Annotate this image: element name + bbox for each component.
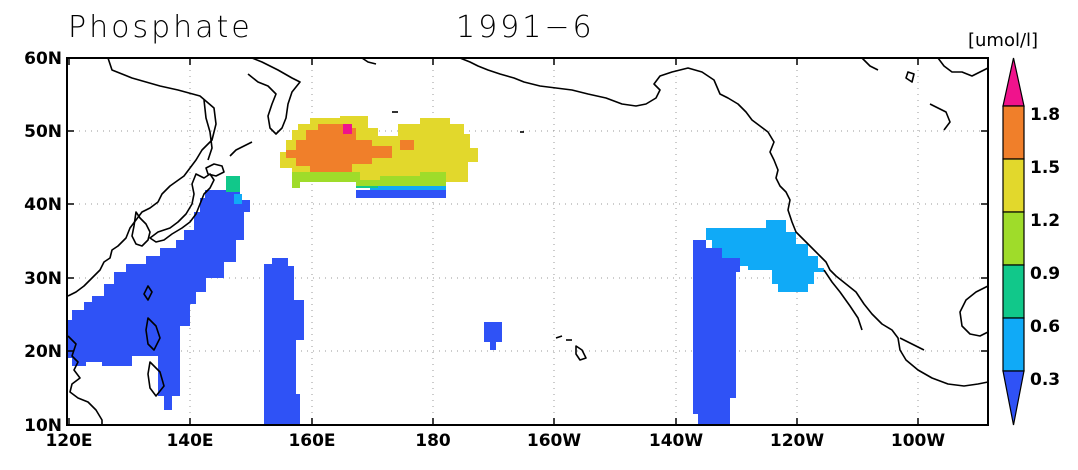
colorbar — [1002, 57, 1025, 426]
colorbar-level-label: 1.8 — [1030, 105, 1060, 125]
colorbar-unit-label: [umol/l] — [968, 30, 1039, 51]
y-tick-label: 60N — [24, 49, 62, 69]
y-axis-labels: 10N 20N 30N 40N 50N 60N — [24, 49, 62, 436]
x-tick-label: 180 — [415, 431, 451, 451]
colorbar-level-label: 0.6 — [1030, 317, 1060, 337]
y-tick-label: 50N — [24, 122, 62, 142]
phosphate-field-magenta — [343, 124, 352, 134]
x-axis-ticks — [67, 58, 988, 425]
x-axis-labels: 120E 140E 160E 180 160W 140W 120W 100W — [45, 431, 945, 451]
y-tick-label: 40N — [24, 195, 62, 215]
phosphate-field-orange — [286, 124, 414, 172]
map-title-period: 1991−6 — [456, 10, 595, 45]
y-tick-label: 20N — [24, 342, 62, 362]
x-tick-label: 120E — [45, 431, 92, 451]
x-tick-label: 160W — [527, 431, 581, 451]
x-tick-label: 140E — [166, 431, 213, 451]
colorbar-bottom-arrow — [1002, 370, 1025, 426]
y-tick-label: 30N — [24, 269, 62, 289]
coastlines — [67, 57, 989, 425]
colorbar-level-label: 1.5 — [1030, 158, 1060, 178]
x-tick-label: 160E — [288, 431, 335, 451]
x-tick-label: 140W — [649, 431, 703, 451]
phosphate-field-blue — [68, 190, 796, 425]
map-frame — [66, 57, 989, 426]
x-tick-label: 100W — [891, 431, 945, 451]
colorbar-level-label: 0.9 — [1030, 264, 1060, 284]
x-tick-label: 120W — [770, 431, 824, 451]
map-title-variable: Phosphate — [68, 10, 253, 45]
colorbar-segment — [1002, 211, 1025, 266]
colorbar-labels: 1.8 1.5 1.2 0.9 0.6 0.3 — [1030, 105, 1060, 390]
colorbar-segment — [1002, 264, 1025, 319]
colorbar-segment — [1002, 105, 1025, 160]
colorbar-segment — [1002, 158, 1025, 213]
colorbar-segment — [1002, 317, 1025, 372]
y-tick-label: 10N — [24, 416, 62, 436]
colorbar-level-label: 0.3 — [1030, 370, 1060, 390]
colorbar-top-arrow — [1002, 57, 1025, 107]
colorbar-level-label: 1.2 — [1030, 211, 1060, 231]
